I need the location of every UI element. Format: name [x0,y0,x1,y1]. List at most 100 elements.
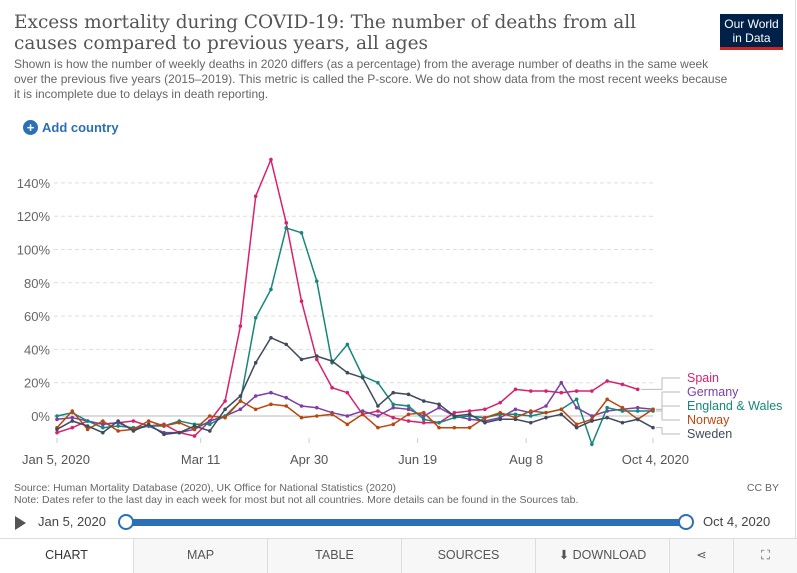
data-point [376,409,380,413]
share-button[interactable]: ⋖ [669,539,733,573]
x-tick-label: Jan 5, 2020 [22,452,90,467]
data-point [101,430,105,435]
data-point [192,427,197,432]
data-point [421,410,426,415]
data-point [467,409,472,413]
source-text: Source: Human Mortality Database (2020),… [14,482,397,494]
data-point [299,415,304,420]
data-point [284,226,289,230]
data-point [574,425,579,430]
data-point [70,419,75,423]
data-point [590,442,594,447]
data-point [406,407,411,412]
data-point [253,315,258,320]
legend-label: Sweden [687,427,732,441]
data-point [162,424,166,428]
timeline-track[interactable] [126,519,686,526]
x-tick-label: Oct 4, 2020 [622,452,689,467]
data-point [620,409,625,413]
legend-label: Germany [687,385,739,399]
tab-map[interactable]: MAP [133,539,267,573]
data-point [314,354,319,358]
data-point [559,407,564,412]
data-point [269,287,273,292]
y-tick-label: 80% [24,276,50,291]
data-point [498,410,502,415]
data-point [605,379,609,383]
tab-download[interactable]: ⬇ DOWNLOAD [535,539,669,573]
data-point [498,417,502,422]
data-point [528,409,533,413]
y-tick-label: 120% [17,209,51,224]
data-point [177,420,182,425]
fullscreen-button[interactable]: ⛶ [733,539,797,573]
data-point [330,385,334,390]
data-point [345,390,350,395]
tab-table[interactable]: TABLE [267,539,401,573]
y-tick-label: 100% [17,243,51,258]
data-point [651,407,655,412]
data-point [330,412,334,417]
data-point [238,399,243,403]
data-point [238,407,243,412]
data-point [101,419,105,423]
series-line-sweden [56,336,654,436]
data-point [406,404,411,408]
add-country-button[interactable]: + Add country [23,120,119,135]
legend-leader-line [656,427,680,435]
data-point [208,429,212,433]
data-point [85,427,90,432]
data-point [70,425,75,430]
data-point [513,412,518,417]
data-point [208,414,212,418]
timeline-start-handle[interactable] [118,514,134,530]
data-point [528,414,533,418]
data-point [345,370,350,375]
data-point [574,389,579,393]
timeline-start-label: Jan 5, 2020 [38,514,106,529]
data-point [437,425,441,430]
tab-sources[interactable]: SOURCES [401,539,535,573]
data-point [269,157,273,162]
download-label: DOWNLOAD [572,548,647,562]
data-point [177,430,182,435]
data-point [391,402,396,407]
x-tick-label: Jun 19 [398,452,437,467]
data-point [528,420,533,425]
y-tick-label: 40% [24,342,50,357]
add-country-label: Add country [42,120,119,135]
data-point [620,405,625,410]
tab-chart[interactable]: CHART [0,539,133,573]
data-point [360,412,365,417]
data-point [162,432,166,437]
data-point [376,404,380,408]
data-point [452,425,457,430]
owid-logo[interactable]: Our World in Data [720,14,783,50]
legend-label: England & Wales [687,399,782,413]
data-point [284,404,289,408]
license-link[interactable]: CC BY [746,482,779,494]
data-point [360,409,365,413]
data-point [559,380,564,385]
x-tick-label: Apr 30 [290,452,328,467]
data-point [330,359,334,363]
play-icon[interactable] [15,516,26,530]
legend-label: Spain [687,371,719,385]
data-point [421,420,426,425]
legend-label: Norway [687,413,730,427]
data-point [376,414,380,418]
series-line-spain [56,157,638,437]
data-point [391,390,396,395]
legend-leader-line [656,405,680,412]
source-note: Source: Human Mortality Database (2020),… [14,482,578,506]
data-point [269,390,273,395]
legend-leader-line [656,391,680,410]
data-point [635,387,640,392]
data-point [376,425,380,430]
data-point [101,425,105,430]
data-point [253,360,258,365]
timeline-end-handle[interactable] [678,514,694,530]
data-point [620,420,625,425]
data-point [452,410,457,415]
timeline-end-label: Oct 4, 2020 [703,514,771,529]
